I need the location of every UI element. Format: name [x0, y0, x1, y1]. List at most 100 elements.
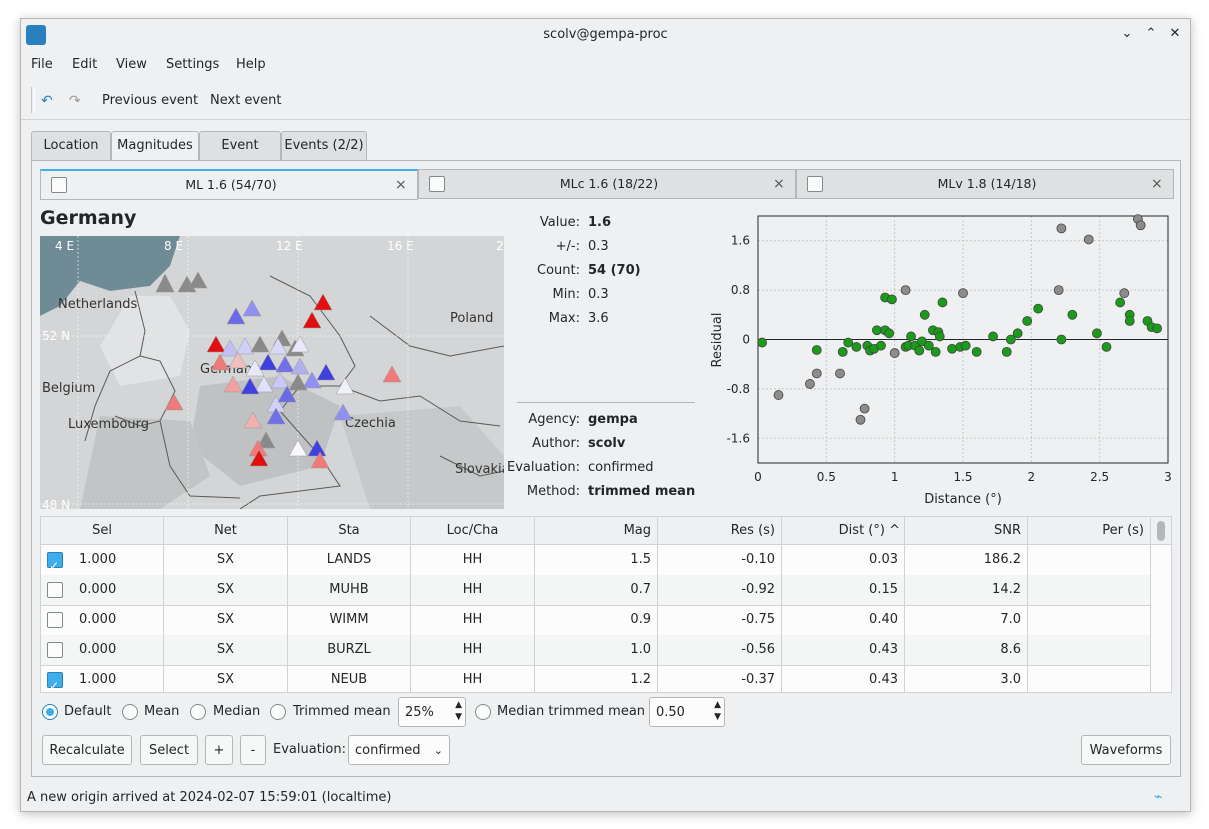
data-point[interactable] [811, 368, 822, 379]
close-icon[interactable]: × [395, 177, 407, 193]
col-per[interactable]: Per (s) [1028, 517, 1151, 545]
median-label[interactable]: Median [213, 704, 261, 719]
data-point[interactable] [1012, 328, 1023, 339]
menu-settings[interactable]: Settings [166, 57, 220, 72]
data-point[interactable] [917, 336, 927, 347]
maximize-button[interactable]: ⌃ [1145, 26, 1157, 41]
forward-arrow-icon[interactable]: ↷ [69, 93, 81, 109]
close-icon[interactable]: × [773, 176, 785, 192]
chevron-down-icon[interactable]: ▼ [714, 712, 721, 722]
data-point[interactable] [934, 331, 945, 342]
table-row[interactable]: 0.000 SX BURZL HH 1.0 -0.56 0.43 8.6 [41, 635, 1151, 666]
minimize-button[interactable]: ⌄ [1121, 26, 1133, 41]
data-point[interactable] [958, 288, 968, 299]
add-button[interactable]: + [205, 735, 233, 765]
toolbar-handle[interactable] [31, 87, 35, 113]
mlc-checkbox[interactable] [429, 176, 445, 192]
data-point[interactable] [1135, 220, 1146, 231]
data-point[interactable] [889, 348, 900, 358]
tab-ml[interactable]: ML 1.6 (54/70) × [40, 169, 418, 200]
row-select-checkbox[interactable] [47, 642, 63, 658]
chevron-up-icon[interactable]: ▲ [714, 700, 721, 710]
data-point[interactable] [971, 346, 982, 357]
data-point[interactable] [900, 285, 911, 295]
select-button[interactable]: Select [140, 735, 198, 765]
menu-edit[interactable]: Edit [72, 57, 98, 72]
data-point[interactable] [851, 342, 862, 352]
data-point[interactable] [1022, 316, 1033, 326]
tab-mlv[interactable]: MLv 1.8 (14/18) × [796, 169, 1174, 199]
data-point[interactable] [1152, 323, 1162, 334]
col-res[interactable]: Res (s) [658, 517, 782, 545]
data-point[interactable] [757, 337, 767, 348]
menu-view[interactable]: View [116, 57, 147, 72]
data-point[interactable] [859, 403, 870, 414]
data-point[interactable] [1053, 285, 1064, 295]
col-mag[interactable]: Mag [535, 517, 658, 545]
data-point[interactable] [988, 331, 998, 342]
data-point[interactable] [876, 340, 886, 351]
data-point[interactable] [1033, 303, 1044, 314]
station-markers[interactable] [155, 271, 402, 469]
col-loccha[interactable]: Loc/Cha [411, 517, 535, 545]
data-point[interactable] [1056, 223, 1067, 234]
back-arrow-icon[interactable]: ↶ [41, 93, 53, 109]
data-point[interactable] [923, 340, 934, 351]
data-point[interactable] [1067, 309, 1078, 320]
data-point[interactable] [1115, 297, 1126, 308]
tab-magnitudes[interactable]: Magnitudes [111, 131, 199, 162]
default-label[interactable]: Default [64, 704, 112, 719]
close-icon[interactable]: × [1151, 176, 1163, 192]
data-point[interactable] [871, 325, 882, 336]
trimmed-percent-spinbox[interactable]: 25% ▲ ▼ [398, 697, 466, 727]
trimmed-mean-radio[interactable] [270, 704, 286, 720]
table-row[interactable]: 0.000 SX MUHB HH 0.7 -0.92 0.15 14.2 [41, 575, 1151, 606]
tab-mlc[interactable]: MLc 1.6 (18/22) × [418, 169, 796, 199]
mean-label[interactable]: Mean [144, 704, 180, 719]
col-sel[interactable]: Sel [41, 517, 164, 545]
evaluation-combo[interactable]: confirmed ⌄ [348, 735, 450, 765]
row-select-checkbox[interactable] [47, 582, 63, 598]
data-point[interactable] [960, 340, 971, 351]
trimmed-mean-label[interactable]: Trimmed mean [293, 704, 391, 719]
table-row[interactable]: 0.000 SX WIMM HH 0.9 -0.75 0.40 7.0 [41, 605, 1151, 636]
table-scrollbar[interactable] [1157, 521, 1165, 541]
data-point[interactable] [887, 294, 897, 305]
data-point[interactable] [1083, 234, 1094, 245]
median-trimmed-spinbox[interactable]: 0.50 ▲ ▼ [649, 697, 725, 727]
col-snr[interactable]: SNR [905, 517, 1028, 545]
data-point[interactable] [937, 297, 948, 308]
col-sta[interactable]: Sta [288, 517, 411, 545]
data-point[interactable] [835, 368, 845, 379]
default-radio[interactable] [42, 704, 58, 720]
data-point[interactable] [930, 346, 941, 357]
waveforms-button[interactable]: Waveforms [1081, 735, 1171, 765]
data-point[interactable] [1092, 328, 1102, 339]
row-select-checkbox[interactable] [47, 671, 63, 692]
recalculate-button[interactable]: Recalculate [42, 735, 132, 765]
residual-plot[interactable]: 0 0.5 1 1.5 2 2.5 3 1.6 0.8 0 -0.8 -1.6 Distance (… [702, 213, 1172, 513]
col-dist[interactable]: Dist (°) ^ [782, 517, 905, 545]
median-trimmed-label[interactable]: Median trimmed mean [497, 704, 646, 719]
data-point[interactable] [919, 309, 930, 320]
station-map[interactable]: 4 E 8 E 12 E 16 E 2 52 N 48 N Netherland… [40, 236, 504, 509]
data-point[interactable] [1124, 316, 1135, 326]
data-point[interactable] [837, 346, 848, 357]
next-event-button[interactable]: Next event [210, 93, 282, 108]
data-point[interactable] [1005, 334, 1016, 345]
median-trimmed-radio[interactable] [475, 704, 491, 720]
data-point[interactable] [1056, 334, 1067, 345]
data-point[interactable] [843, 337, 854, 348]
remove-button[interactable]: - [240, 735, 266, 765]
data-point[interactable] [773, 390, 784, 400]
chevron-up-icon[interactable]: ▲ [455, 700, 462, 710]
ml-checkbox[interactable] [51, 177, 67, 193]
tab-event[interactable]: Event [199, 131, 281, 160]
data-point[interactable] [1001, 346, 1012, 357]
close-button[interactable]: ✕ [1169, 26, 1181, 41]
data-point[interactable] [1119, 288, 1130, 299]
data-point[interactable] [884, 328, 895, 339]
tab-events[interactable]: Events (2/2) [281, 131, 367, 160]
